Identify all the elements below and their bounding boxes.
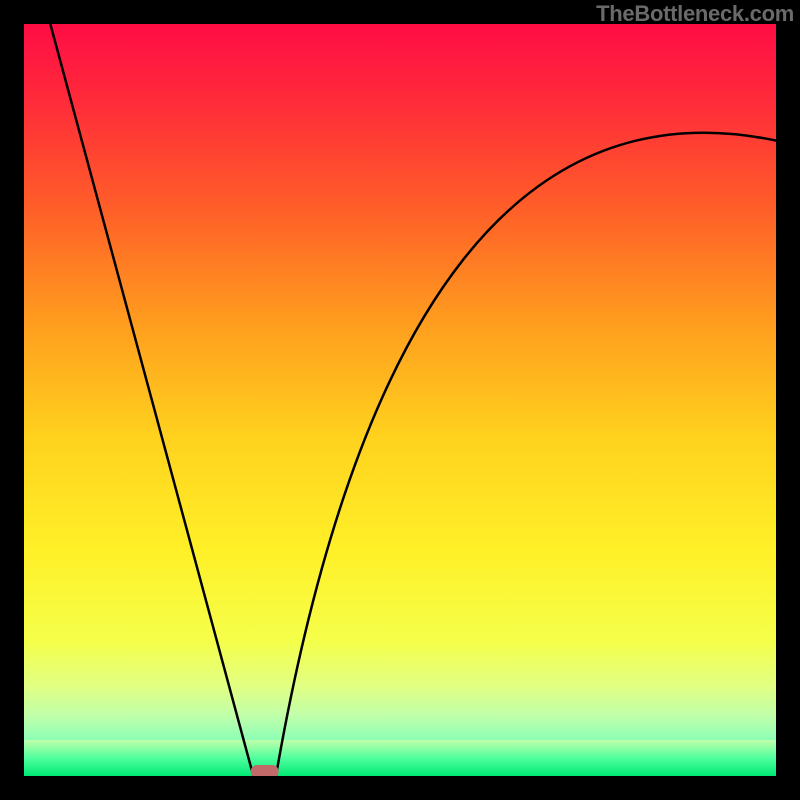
green-band bbox=[24, 740, 776, 776]
background-gradient bbox=[24, 24, 776, 776]
attribution-text: TheBottleneck.com bbox=[596, 1, 794, 27]
chart-container: TheBottleneck.com bbox=[0, 0, 800, 800]
bottleneck-chart bbox=[0, 0, 800, 800]
